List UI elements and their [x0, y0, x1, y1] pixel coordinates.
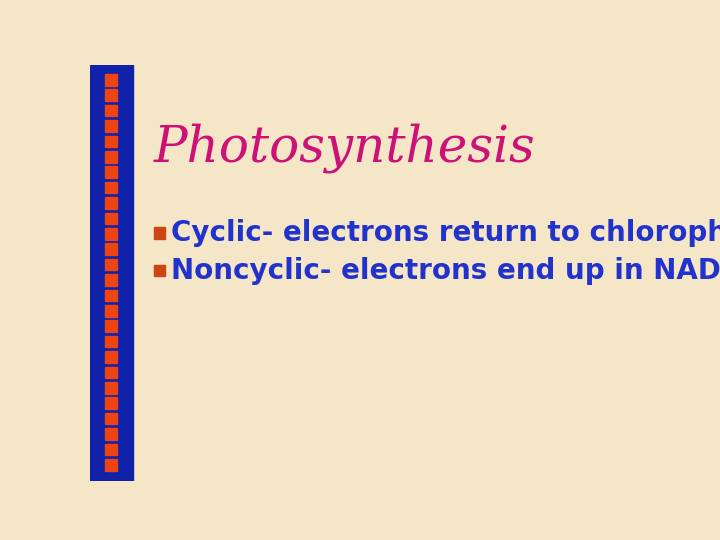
- Bar: [105, 305, 117, 316]
- Bar: [105, 274, 117, 286]
- Bar: [105, 320, 117, 332]
- Bar: [154, 265, 166, 276]
- Bar: [105, 289, 117, 301]
- Bar: [105, 213, 117, 224]
- Bar: [105, 397, 117, 409]
- Bar: [105, 74, 117, 85]
- Bar: [105, 444, 117, 455]
- Bar: [105, 367, 117, 378]
- Text: Noncyclic- electrons end up in NADPH: Noncyclic- electrons end up in NADPH: [171, 256, 720, 285]
- Bar: [105, 428, 117, 440]
- Bar: [105, 182, 117, 193]
- Bar: [105, 259, 117, 271]
- Bar: [105, 228, 117, 240]
- Bar: [154, 227, 166, 239]
- Bar: [105, 105, 117, 117]
- Bar: [105, 351, 117, 363]
- Bar: [105, 90, 117, 101]
- Bar: [105, 413, 117, 424]
- Bar: [105, 120, 117, 132]
- Bar: [105, 336, 117, 347]
- Text: Photosynthesis: Photosynthesis: [154, 123, 536, 173]
- Text: Cyclic- electrons return to chlorophyll: Cyclic- electrons return to chlorophyll: [171, 219, 720, 247]
- Bar: [105, 244, 117, 255]
- Bar: [105, 382, 117, 394]
- Bar: [105, 136, 117, 147]
- Bar: [105, 166, 117, 178]
- Bar: [105, 459, 117, 470]
- Bar: [105, 197, 117, 209]
- Bar: [105, 151, 117, 163]
- Bar: [90, 65, 132, 481]
